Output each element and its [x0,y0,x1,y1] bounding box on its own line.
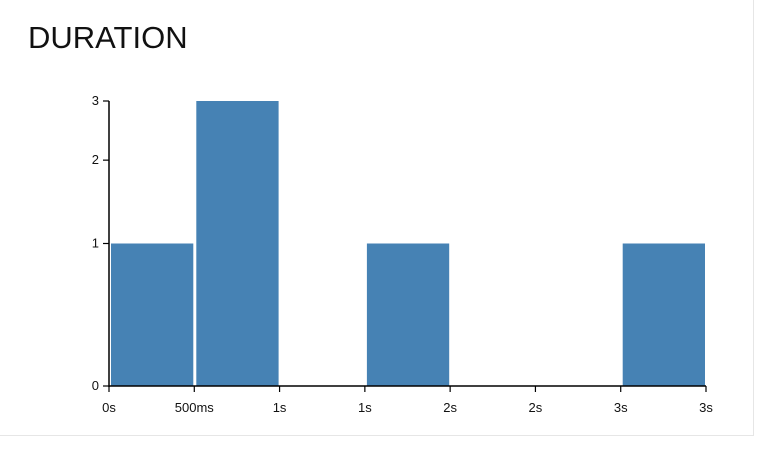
histogram-bar [622,243,705,386]
x-tick-label: 1s [273,400,287,415]
y-axis: 0 1 2 3 [92,93,110,393]
x-tick-label: 1s [358,400,372,415]
x-tick-label: 0s [102,400,116,415]
y-tick-label: 3 [92,93,99,108]
x-tick-label: 2s [529,400,543,415]
x-axis: 0s 500ms 1s 1s 2s 2s 3s 3s [102,385,713,415]
histogram-bar [111,243,194,386]
y-tick-label: 1 [92,236,99,251]
histogram-bar [196,101,279,386]
histogram-bar [366,243,450,386]
y-tick-label: 2 [92,152,99,167]
x-tick-label: 3s [614,400,628,415]
chart-title: DURATION [28,20,188,55]
bars-group [111,101,705,386]
x-tick-label: 500ms [175,400,215,415]
x-tick-label: 2s [443,400,457,415]
y-tick-label: 0 [92,378,99,393]
x-tick-label: 3s [699,400,713,415]
